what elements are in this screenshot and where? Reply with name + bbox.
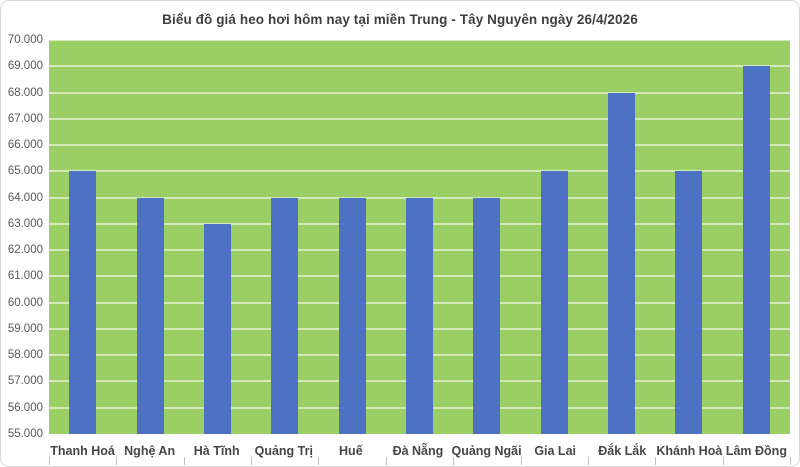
y-tick-label: 66.000 [7, 139, 43, 152]
x-category-label: Thanh Hoá [50, 444, 115, 458]
y-tick-label: 70.000 [7, 34, 43, 46]
bar-Hà Tĩnh [203, 223, 231, 434]
y-tick-label: 55.000 [7, 428, 43, 440]
gridline [49, 196, 790, 199]
x-category-label: Quảng Trị [254, 444, 313, 458]
x-axis-tick [49, 457, 50, 465]
gridline [49, 117, 790, 120]
bar-Khánh Hoà [675, 171, 703, 434]
plot-area [49, 39, 790, 434]
y-tick-label: 65.000 [7, 165, 43, 178]
gridline [49, 144, 790, 147]
chart-title: Biểu đồ giá heo hơi hôm nay tại miền Tru… [162, 12, 638, 27]
y-tick-label: 67.000 [7, 112, 43, 125]
gridline [49, 91, 790, 94]
x-category-label: Lâm Đồng [725, 444, 787, 458]
x-axis-tick [318, 457, 320, 465]
x-axis-tick [251, 457, 253, 465]
x-category-label: Gia Lai [534, 444, 576, 458]
x-category-label: Hà Tĩnh [193, 444, 240, 458]
y-tick-label: 64.000 [7, 191, 43, 204]
x-axis-tick [453, 457, 455, 465]
y-tick-label: 63.000 [7, 217, 43, 230]
x-axis-tick [520, 457, 522, 465]
y-tick-label: 69.000 [7, 60, 43, 73]
x-category-label: Khánh Hoà [656, 444, 723, 458]
y-tick-label: 56.000 [7, 401, 43, 414]
bar-Lâm Đồng [742, 66, 770, 434]
x-axis-tick [183, 457, 185, 465]
x-axis-tick [587, 457, 589, 465]
y-tick-label: 59.000 [7, 322, 43, 335]
x-category-label: Nghệ An [124, 444, 176, 458]
y-tick-label: 68.000 [7, 86, 43, 99]
gridline [49, 170, 790, 173]
x-axis-tick [385, 457, 387, 465]
bar-Quảng Trị [271, 197, 299, 434]
x-axis-tick [116, 457, 118, 465]
y-tick-label: 57.000 [7, 375, 43, 388]
x-category-label: Quảng Ngãi [451, 444, 522, 458]
bar-Huế [338, 197, 366, 434]
y-tick-label: 58.000 [7, 349, 43, 362]
bar-Nghệ An [136, 197, 164, 434]
gridline [49, 39, 790, 41]
x-category-label: Huế [339, 444, 363, 458]
y-tick-label: 60.000 [7, 296, 43, 309]
y-tick-label: 62.000 [7, 244, 43, 257]
bar-Thanh Hoá [69, 171, 97, 434]
bar-Đắk Lắk [608, 92, 636, 434]
y-tick-label: 61.000 [7, 270, 43, 283]
bar-Gia Lai [540, 171, 568, 434]
x-axis-tick [722, 457, 724, 465]
x-axis-tick [790, 457, 791, 465]
x-axis-labels: Thanh Hoá Nghệ An Hà Tĩnh Quảng Trị Huế Đà Nẵ… [49, 444, 790, 459]
x-axis-tick [655, 457, 657, 465]
bar-Đà Nẵng [406, 197, 433, 434]
x-category-label: Đà Nẵng [392, 444, 444, 458]
x-category-label: Đắk Lắk [598, 444, 647, 458]
bar-Quảng Ngãi [473, 197, 501, 434]
gridline [49, 65, 790, 68]
